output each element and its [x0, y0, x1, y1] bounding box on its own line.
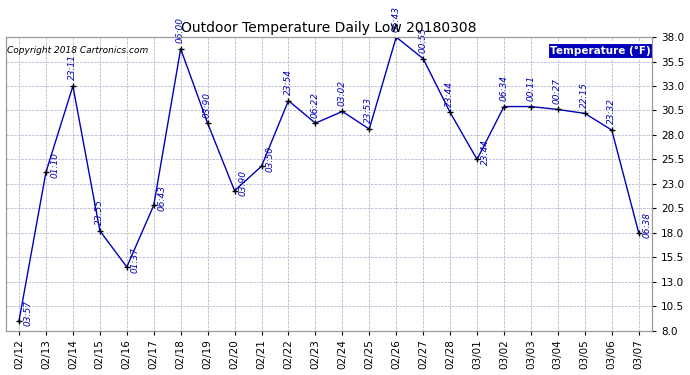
Text: 23:53: 23:53	[364, 98, 373, 123]
Text: Copyright 2018 Cartronics.com: Copyright 2018 Cartronics.com	[7, 46, 148, 55]
Text: 06:34: 06:34	[499, 75, 508, 101]
Text: 23:11: 23:11	[68, 54, 77, 81]
Text: 23:54: 23:54	[284, 69, 293, 95]
Text: 23:44: 23:44	[445, 81, 454, 107]
Text: Temperature (°F): Temperature (°F)	[550, 46, 651, 56]
Text: 03:50: 03:50	[266, 146, 275, 172]
Text: 00:11: 00:11	[526, 75, 535, 101]
Text: 03:90: 03:90	[203, 92, 212, 118]
Text: 06:22: 06:22	[310, 92, 319, 118]
Text: 23:32: 23:32	[607, 99, 616, 124]
Text: 03:57: 03:57	[23, 300, 32, 326]
Text: 22:15: 22:15	[580, 82, 589, 108]
Text: 23:55: 23:55	[95, 199, 104, 225]
Text: 00:55: 00:55	[418, 27, 427, 53]
Text: 06:38: 06:38	[643, 212, 652, 238]
Text: 03:02: 03:02	[337, 80, 346, 106]
Text: 23:44: 23:44	[481, 139, 490, 165]
Text: 01:10: 01:10	[50, 152, 59, 178]
Text: 06:43: 06:43	[391, 6, 400, 32]
Text: 03:90: 03:90	[239, 170, 248, 196]
Text: 00:27: 00:27	[553, 78, 562, 104]
Text: 06:43: 06:43	[158, 185, 167, 211]
Text: 06:00: 06:00	[176, 17, 185, 43]
Title: Outdoor Temperature Daily Low 20180308: Outdoor Temperature Daily Low 20180308	[181, 21, 477, 34]
Text: 01:37: 01:37	[131, 246, 140, 273]
